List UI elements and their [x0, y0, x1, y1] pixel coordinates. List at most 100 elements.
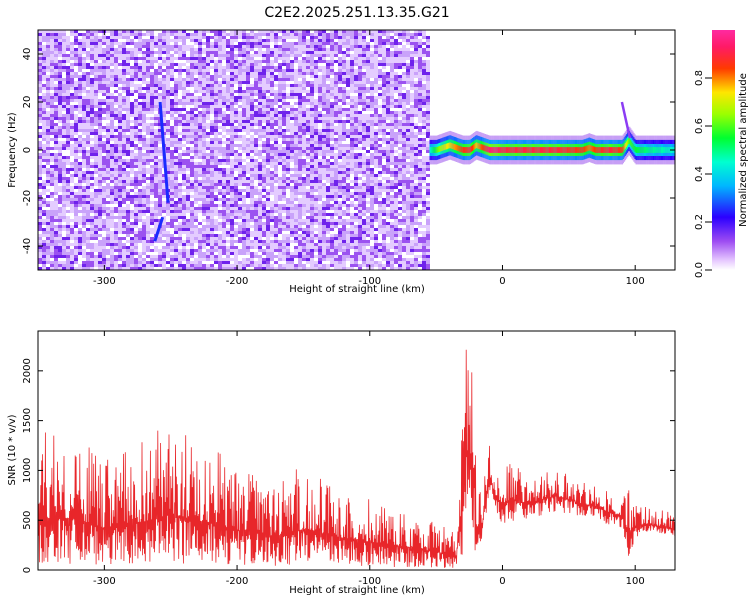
noise-cell	[82, 54, 86, 57]
noise-cell	[134, 66, 138, 69]
noise-cell	[70, 51, 74, 54]
noise-cell	[266, 63, 270, 66]
noise-cell	[266, 147, 270, 150]
noise-cell	[194, 144, 198, 147]
noise-cell	[102, 66, 106, 69]
noise-cell	[402, 120, 406, 123]
noise-cell	[266, 162, 270, 165]
noise-cell	[50, 87, 54, 90]
noise-cell	[110, 66, 114, 69]
noise-cell	[38, 153, 42, 156]
noise-cell	[402, 132, 406, 135]
noise-cell	[238, 171, 242, 174]
noise-cell	[274, 90, 278, 93]
noise-cell	[202, 108, 206, 111]
noise-cell	[398, 147, 402, 150]
noise-cell	[250, 165, 254, 168]
noise-cell	[226, 36, 230, 39]
noise-cell	[282, 81, 286, 84]
noise-cell	[78, 114, 82, 117]
noise-cell	[146, 114, 150, 117]
noise-cell	[302, 180, 306, 183]
noise-cell	[174, 96, 178, 99]
noise-cell	[210, 129, 214, 132]
noise-cell	[258, 135, 262, 138]
noise-cell	[174, 39, 178, 42]
noise-cell	[222, 39, 226, 42]
noise-cell	[138, 108, 142, 111]
noise-cell	[82, 159, 86, 162]
noise-cell	[366, 117, 370, 120]
noise-cell	[414, 81, 418, 84]
noise-cell	[370, 99, 374, 102]
noise-cell	[354, 69, 358, 72]
noise-cell	[94, 147, 98, 150]
noise-cell	[50, 93, 54, 96]
noise-cell	[418, 93, 422, 96]
noise-cell	[294, 111, 298, 114]
noise-cell	[218, 36, 222, 39]
noise-cell	[242, 75, 246, 78]
noise-cell	[306, 108, 310, 111]
noise-cell	[90, 141, 94, 144]
noise-cell	[346, 144, 350, 147]
noise-cell	[338, 66, 342, 69]
noise-cell	[330, 33, 334, 36]
noise-cell	[90, 93, 94, 96]
noise-cell	[418, 87, 422, 90]
noise-cell	[230, 144, 234, 147]
noise-cell	[158, 177, 162, 180]
noise-cell	[134, 111, 138, 114]
noise-cell	[298, 153, 302, 156]
noise-cell	[410, 87, 414, 90]
noise-cell	[378, 150, 382, 153]
noise-cell	[162, 177, 166, 180]
noise-cell	[170, 180, 174, 183]
noise-cell	[238, 57, 242, 60]
noise-cell	[186, 51, 190, 54]
noise-cell	[214, 96, 218, 99]
noise-cell	[154, 57, 158, 60]
noise-cell	[314, 147, 318, 150]
noise-cell	[354, 96, 358, 99]
noise-cell	[42, 180, 46, 183]
noise-cell	[290, 57, 294, 60]
noise-cell	[394, 147, 398, 150]
noise-cell	[74, 150, 78, 153]
noise-cell	[202, 135, 206, 138]
noise-cell	[190, 159, 194, 162]
noise-cell	[386, 99, 390, 102]
noise-cell	[422, 117, 426, 120]
noise-cell	[170, 51, 174, 54]
noise-cell	[302, 57, 306, 60]
noise-cell	[90, 39, 94, 42]
noise-cell	[82, 153, 86, 156]
noise-cell	[166, 42, 170, 45]
noise-cell	[194, 69, 198, 72]
noise-cell	[234, 72, 238, 75]
noise-cell	[114, 39, 118, 42]
noise-cell	[390, 63, 394, 66]
noise-cell	[234, 132, 238, 135]
noise-cell	[98, 120, 102, 123]
noise-cell	[226, 138, 230, 141]
noise-cell	[338, 93, 342, 96]
noise-cell	[266, 81, 270, 84]
noise-cell	[266, 69, 270, 72]
noise-cell	[394, 132, 398, 135]
noise-cell	[182, 42, 186, 45]
noise-cell	[354, 60, 358, 63]
noise-cell	[278, 87, 282, 90]
noise-cell	[138, 162, 142, 165]
noise-cell	[210, 78, 214, 81]
noise-cell	[362, 45, 366, 48]
noise-cell	[190, 87, 194, 90]
noise-cell	[266, 102, 270, 105]
noise-cell	[74, 87, 78, 90]
noise-cell	[118, 114, 122, 117]
noise-cell	[74, 33, 78, 36]
noise-cell	[134, 180, 138, 183]
noise-cell	[158, 54, 162, 57]
noise-cell	[362, 171, 366, 174]
noise-cell	[322, 150, 326, 153]
